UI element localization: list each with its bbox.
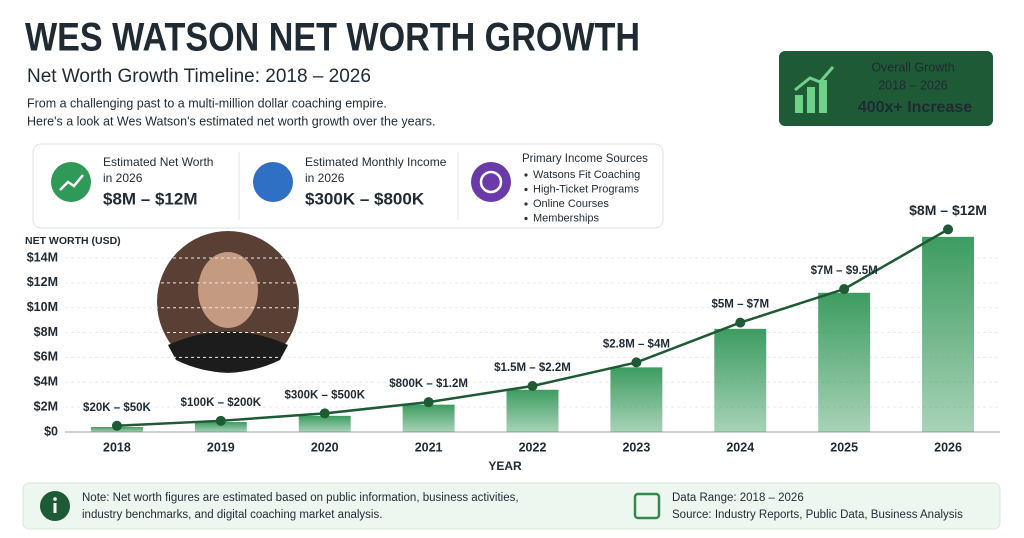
income-item: High-Ticket Programs	[533, 183, 639, 195]
card-title: in 2026	[305, 171, 345, 185]
x-tick-label: 2019	[207, 440, 235, 454]
bullet	[524, 187, 528, 192]
bullet	[524, 173, 528, 177]
growth-range: 2018 – 2026	[878, 78, 948, 92]
y-tick-label: $4M	[34, 375, 58, 389]
y-tick-label: $8M	[34, 325, 58, 339]
trend-point	[735, 317, 746, 328]
bar	[402, 404, 455, 432]
x-tick-label: 2025	[830, 440, 858, 454]
chart: NET WORTH (USD) YEAR $0 $2M $4M $6M $8M $10M $12…	[25, 202, 1000, 473]
annotation: $2.8M – $4M	[603, 338, 670, 350]
card-icon	[479, 170, 503, 194]
profile-photo	[198, 252, 258, 328]
y-tick-label: $12M	[27, 275, 58, 289]
footer-range: Data Range: 2018 – 2026	[672, 492, 804, 504]
x-tick-label: 2018	[103, 440, 131, 454]
trend-point	[423, 397, 434, 408]
trend-point	[215, 415, 226, 426]
bar	[194, 422, 247, 432]
card-icon	[253, 162, 293, 202]
y-tick-label: $14M	[27, 250, 58, 264]
annotation: $5M – $7M	[712, 299, 770, 311]
card-value: $8M – $12M	[103, 189, 198, 208]
card-title: in 2026	[103, 171, 143, 185]
y-tick-label: $6M	[34, 350, 58, 364]
income-item: Watsons Fit Coaching	[533, 169, 640, 181]
annotation: $7M – $9.5M	[811, 265, 878, 277]
bar	[922, 236, 975, 432]
footer-note: industry benchmarks, and digital coachin…	[82, 509, 382, 521]
y-axis-label: NET WORTH (USD)	[25, 235, 121, 247]
description: From a challenging past to a multi-milli…	[27, 96, 387, 110]
card-value: $300K – $800K	[305, 189, 425, 208]
x-tick-label: 2022	[519, 440, 547, 454]
subtitle: Net Worth Growth Timeline: 2018 – 2026	[27, 66, 371, 87]
growth-label: Overall Growth	[871, 60, 954, 74]
income-list: Watsons Fit Coaching High-Ticket Programs…	[524, 169, 640, 224]
footer-note: Note: Net worth figures are estimated ba…	[82, 492, 519, 504]
x-axis-label: YEAR	[488, 459, 522, 473]
profile-photo	[168, 331, 288, 373]
y-tick-label: $0	[44, 424, 58, 438]
bar	[610, 367, 663, 432]
card-icon	[59, 174, 84, 191]
income-item: Online Courses	[533, 198, 609, 210]
info-icon	[53, 503, 57, 513]
trend-point	[943, 224, 954, 235]
bar	[714, 328, 767, 432]
x-tick-label: 2026	[934, 440, 962, 454]
growth-value: 400x+ Increase	[858, 99, 972, 116]
x-tick-label: 2020	[311, 440, 339, 454]
bullet	[524, 202, 528, 206]
annotation: $100K – $200K	[181, 397, 262, 409]
income-item: Memberships	[533, 212, 600, 224]
annotation: $300K – $500K	[284, 389, 365, 401]
bar	[298, 415, 351, 432]
bar	[818, 292, 871, 432]
x-tick-label: 2023	[622, 440, 650, 454]
growth-icon	[794, 66, 835, 113]
card-icon	[471, 162, 511, 202]
card-title: Primary Income Sources	[522, 153, 648, 165]
footer-source: Source: Industry Reports, Public Data, B…	[672, 509, 963, 521]
x-tick-label: 2024	[726, 440, 754, 454]
title: WES WATSON NET WORTH GROWTH	[25, 16, 640, 60]
calendar-icon	[633, 492, 661, 520]
bullet	[524, 216, 528, 221]
description: Here's a look at Wes Watson's estimated …	[27, 114, 435, 128]
card-title: Estimated Net Worth	[103, 155, 213, 169]
trend-point	[839, 284, 850, 295]
trend-point	[319, 408, 330, 419]
card-icon	[51, 162, 91, 202]
annotation: $8M – $12M	[909, 202, 987, 218]
y-tick-label: $2M	[34, 399, 58, 413]
trend-point	[631, 357, 642, 368]
trend-point	[111, 420, 122, 431]
y-tick-label: $10M	[27, 300, 58, 314]
cards-panel	[32, 143, 664, 229]
card-title: Estimated Monthly Income	[305, 155, 447, 169]
trend-point	[527, 381, 538, 392]
annotation: $1.5M – $2.2M	[494, 362, 571, 374]
footer-panel	[22, 482, 1001, 530]
annotation: $800K – $1.2M	[389, 378, 468, 390]
bar	[506, 389, 559, 432]
annotation: $20K – $50K	[83, 402, 151, 414]
info-icon	[53, 497, 57, 501]
x-tick-label: 2021	[415, 440, 443, 454]
